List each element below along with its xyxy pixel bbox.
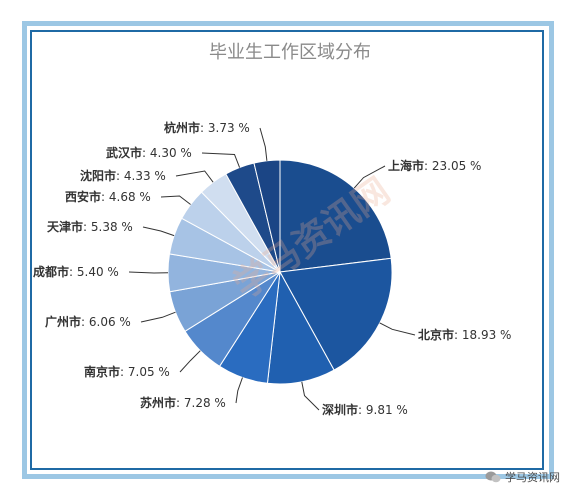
slice-label-value: : 4.30 % <box>142 146 192 160</box>
slice-label-city: 苏州市 <box>140 395 176 410</box>
slice-label: 沈阳市: 4.33 % <box>80 168 166 183</box>
slice-label-value: : 9.81 % <box>358 403 408 417</box>
slice-label-value: : 7.05 % <box>120 365 170 379</box>
slice-label: 杭州市: 3.73 % <box>164 120 250 135</box>
slice-label-city: 深圳市 <box>322 402 358 417</box>
slice-label-city: 上海市 <box>388 158 424 173</box>
slice-label-city: 沈阳市 <box>80 168 116 183</box>
slice-label-city: 天津市 <box>47 219 83 234</box>
slice-label: 广州市: 6.06 % <box>45 314 131 329</box>
leader-line <box>160 195 191 205</box>
slice-label-value: : 4.33 % <box>116 169 166 183</box>
slice-label-value: : 5.40 % <box>69 265 119 279</box>
pie-slice <box>279 159 392 273</box>
chart-title: 毕业生工作区域分布 <box>209 42 371 63</box>
leader-line <box>259 127 268 161</box>
leader-line <box>353 165 386 189</box>
slice-label-city: 北京市 <box>418 327 454 342</box>
slice-label-value: : 7.28 % <box>176 396 226 410</box>
leader-line <box>301 381 320 411</box>
slice-label: 西安市: 4.68 % <box>65 189 151 204</box>
slice-label-city: 成都市 <box>33 264 69 279</box>
wechat-account-name: 学马资讯网 <box>505 471 560 484</box>
slice-label-value: : 18.93 % <box>454 328 511 342</box>
leader-line <box>142 226 175 237</box>
slice-label: 上海市: 23.05 % <box>388 158 481 173</box>
slice-label-value: : 4.68 % <box>101 190 151 204</box>
wechat-icon <box>485 471 501 483</box>
slice-label-value: : 23.05 % <box>424 159 481 173</box>
slice-label-city: 南京市 <box>84 364 120 379</box>
wechat-account: 学马资讯网 <box>485 469 560 485</box>
leader-line <box>201 152 241 168</box>
leader-line <box>235 377 243 404</box>
slice-label-city: 西安市 <box>65 189 101 204</box>
slice-label-value: : 3.73 % <box>200 121 250 135</box>
leader-line <box>179 350 201 373</box>
slice-label: 苏州市: 7.28 % <box>140 395 226 410</box>
slice-label-value: : 6.06 % <box>81 315 131 329</box>
slice-label: 成都市: 5.40 % <box>33 264 119 279</box>
slice-label-city: 武汉市 <box>106 145 142 160</box>
slice-label: 深圳市: 9.81 % <box>322 402 408 417</box>
slice-label-city: 杭州市 <box>164 120 200 135</box>
leader-line <box>140 311 176 323</box>
slice-label-value: : 5.38 % <box>83 220 133 234</box>
leader-line <box>379 322 416 336</box>
slice-label: 南京市: 7.05 % <box>84 364 170 379</box>
slice-label-city: 广州市 <box>45 314 81 329</box>
leader-line <box>175 170 214 183</box>
slice-label: 北京市: 18.93 % <box>418 327 511 342</box>
slice-label: 武汉市: 4.30 % <box>106 145 192 160</box>
leader-line <box>128 271 169 274</box>
slice-label: 天津市: 5.38 % <box>47 219 133 234</box>
